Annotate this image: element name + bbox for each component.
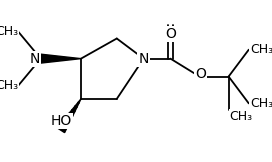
Text: CH₃: CH₃ (250, 43, 272, 56)
Polygon shape (41, 54, 81, 63)
Text: HO: HO (50, 114, 72, 128)
Text: CH₃: CH₃ (0, 79, 18, 92)
Text: CH₃: CH₃ (250, 97, 272, 110)
Text: O: O (195, 67, 206, 81)
Text: N: N (29, 52, 40, 66)
Text: O: O (195, 67, 206, 81)
Text: CH₃: CH₃ (250, 43, 272, 56)
Text: CH₃: CH₃ (230, 110, 253, 123)
Text: O: O (165, 27, 176, 41)
Polygon shape (57, 99, 81, 133)
Text: CH₃: CH₃ (0, 79, 18, 92)
Text: N: N (138, 52, 149, 66)
Text: CH₃: CH₃ (230, 110, 253, 123)
Text: CH₃: CH₃ (250, 97, 272, 110)
Text: CH₃: CH₃ (0, 25, 18, 38)
Text: CH₃: CH₃ (0, 25, 18, 38)
Text: O: O (165, 27, 176, 41)
Text: N: N (138, 52, 149, 66)
Text: HO: HO (50, 114, 72, 128)
Text: N: N (29, 52, 40, 66)
